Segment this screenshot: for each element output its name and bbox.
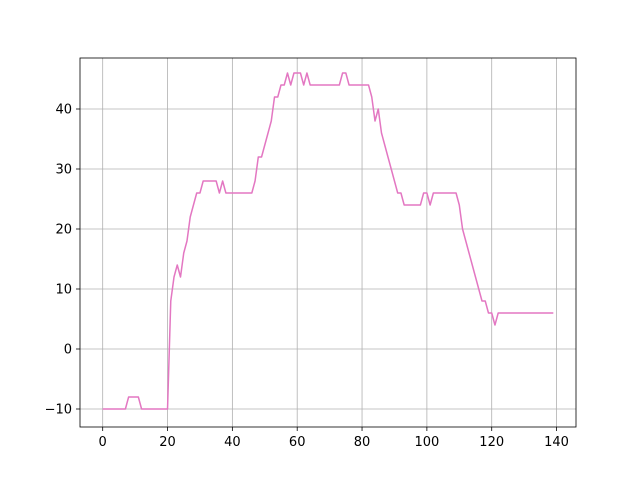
y-axis: −10 0 10 20 30 40 — [45, 103, 80, 418]
x-tick-label: 140 — [544, 435, 569, 450]
x-axis: 0 20 40 60 80 100 120 140 — [99, 427, 569, 450]
y-tick-label: 30 — [55, 163, 72, 178]
y-tick-label: 20 — [55, 223, 72, 238]
y-tick-label: −10 — [45, 403, 72, 418]
x-tick-label: 0 — [99, 435, 107, 450]
y-tick-label: 40 — [55, 103, 72, 118]
x-tick-label: 20 — [159, 435, 176, 450]
x-tick-label: 60 — [289, 435, 306, 450]
y-tick-label: 10 — [55, 283, 72, 298]
x-tick-label: 40 — [224, 435, 241, 450]
x-tick-label: 120 — [479, 435, 504, 450]
series-layer — [102, 72, 554, 410]
axes-frame — [79, 57, 577, 428]
x-tick-label: 100 — [414, 435, 439, 450]
y-tick-label: 0 — [64, 343, 72, 358]
series-line-1 — [102, 72, 554, 410]
grid — [80, 58, 576, 427]
x-tick-label: 80 — [354, 435, 371, 450]
